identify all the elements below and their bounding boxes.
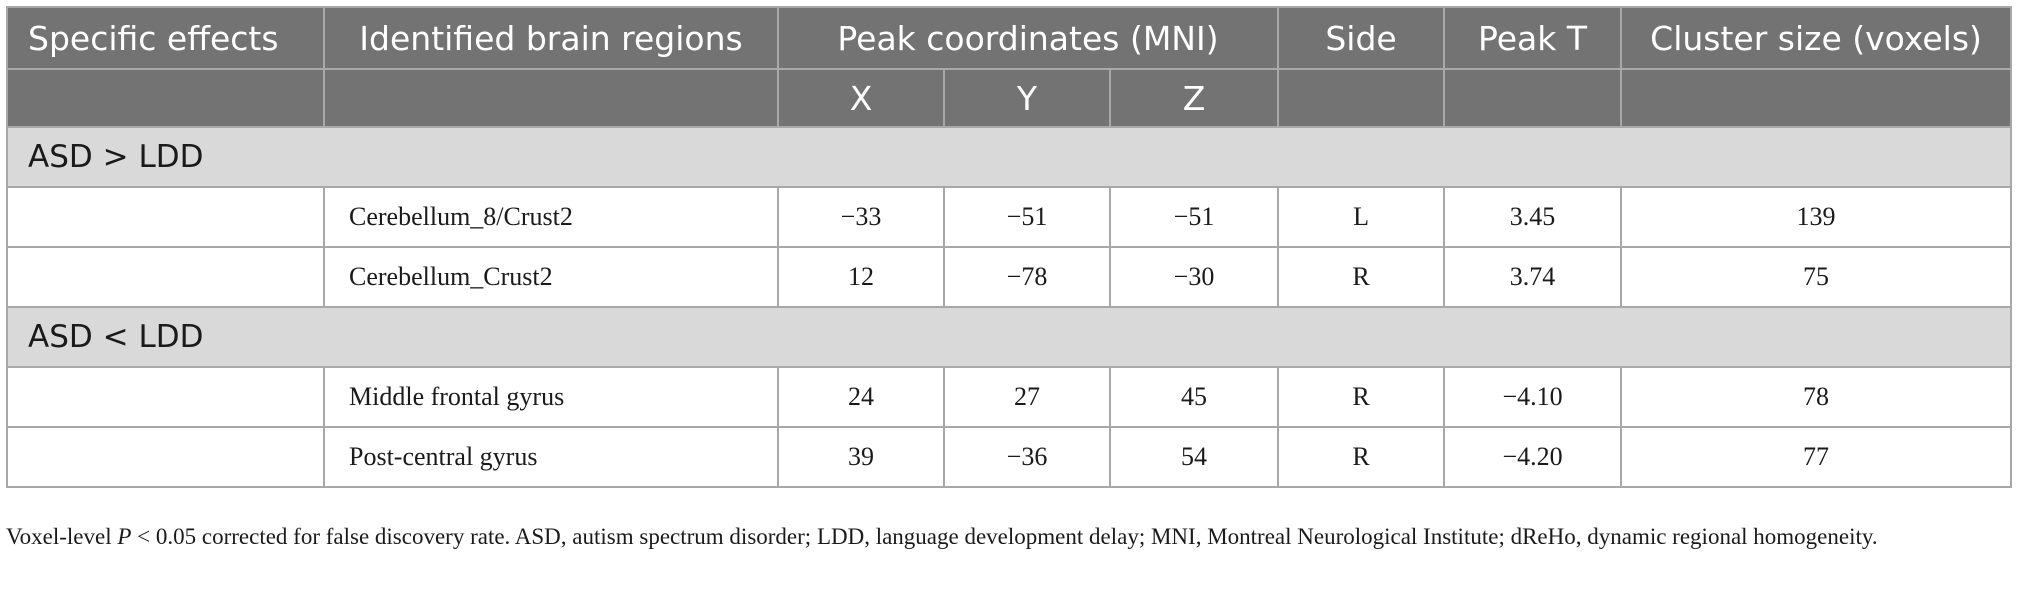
header-z: Z [1108, 68, 1280, 128]
x-cell: 24 [777, 366, 945, 428]
header-empty-cell [1443, 68, 1623, 128]
table-header: Specific effects Identified brain region… [6, 6, 2013, 128]
effect-cell [6, 366, 325, 428]
footnote-p-symbol: P [117, 524, 132, 549]
x-cell: −33 [777, 186, 945, 248]
z-cell: 54 [1108, 426, 1280, 488]
group-row: ASD > LDD [5, 126, 2013, 188]
table-row: Post-central gyrus 39 −36 54 R −4.20 77 [6, 426, 2013, 488]
side-cell: L [1277, 186, 1446, 248]
header-empty-cell [1620, 68, 2013, 128]
side-cell: R [1277, 246, 1446, 308]
peak-t-cell: −4.20 [1443, 426, 1623, 488]
table-row: Middle frontal gyrus 24 27 45 R −4.10 78 [6, 366, 2013, 428]
footnote-lead: Voxel-level [6, 524, 118, 549]
effect-cell [6, 186, 325, 248]
peak-t-cell: −4.10 [1443, 366, 1623, 428]
header-specific-effects: Specific effects [6, 6, 325, 70]
header-row-2: X Y Z [6, 68, 2013, 128]
footnote-text: < 0.05 corrected for false discovery rat… [131, 524, 1878, 549]
header-peak-coordinates: Peak coordinates (MNI) [776, 6, 1280, 70]
cluster-cell: 75 [1620, 246, 2013, 308]
peak-t-cell: 3.74 [1443, 246, 1623, 308]
group-label: ASD < LDD [5, 306, 2013, 368]
region-cell: Middle frontal gyrus [323, 366, 779, 428]
cluster-cell: 139 [1620, 186, 2013, 248]
region-cell: Cerebellum_Crust2 [323, 246, 779, 308]
y-cell: −51 [943, 186, 1111, 248]
side-cell: R [1277, 426, 1446, 488]
table-body: ASD > LDD Cerebellum_8/Crust2 −33 −51 −5… [5, 126, 2013, 488]
cluster-cell: 78 [1620, 366, 2013, 428]
z-cell: −51 [1108, 186, 1280, 248]
x-cell: 12 [777, 246, 945, 308]
header-row-1: Specific effects Identified brain region… [6, 6, 2013, 70]
header-x: X [777, 68, 945, 128]
header-brain-regions: Identified brain regions [323, 6, 779, 70]
group-row: ASD < LDD [5, 306, 2013, 368]
cluster-cell: 77 [1620, 426, 2013, 488]
header-empty-cell [6, 68, 325, 128]
y-cell: −78 [943, 246, 1111, 308]
header-y: Y [943, 68, 1111, 128]
group-label: ASD > LDD [5, 126, 2013, 188]
y-cell: −36 [943, 426, 1111, 488]
z-cell: −30 [1108, 246, 1280, 308]
table-row: Cerebellum_8/Crust2 −33 −51 −51 L 3.45 1… [6, 186, 2013, 248]
header-peak-t: Peak T [1443, 6, 1623, 70]
results-table: Specific effects Identified brain region… [5, 6, 2013, 488]
z-cell: 45 [1108, 366, 1280, 428]
region-cell: Post-central gyrus [323, 426, 779, 488]
effect-cell [6, 246, 325, 308]
table-footnote: Voxel-level P < 0.05 corrected for false… [6, 520, 2006, 554]
peak-t-cell: 3.45 [1443, 186, 1623, 248]
table-row: Cerebellum_Crust2 12 −78 −30 R 3.74 75 [6, 246, 2013, 308]
region-cell: Cerebellum_8/Crust2 [323, 186, 779, 248]
results-table-container: Specific effects Identified brain region… [5, 6, 2013, 488]
y-cell: 27 [943, 366, 1111, 428]
header-side: Side [1277, 6, 1446, 70]
header-cluster-size: Cluster size (voxels) [1620, 6, 2013, 70]
header-empty-cell [1277, 68, 1446, 128]
x-cell: 39 [777, 426, 945, 488]
side-cell: R [1277, 366, 1446, 428]
header-empty-cell [323, 68, 779, 128]
effect-cell [6, 426, 325, 488]
